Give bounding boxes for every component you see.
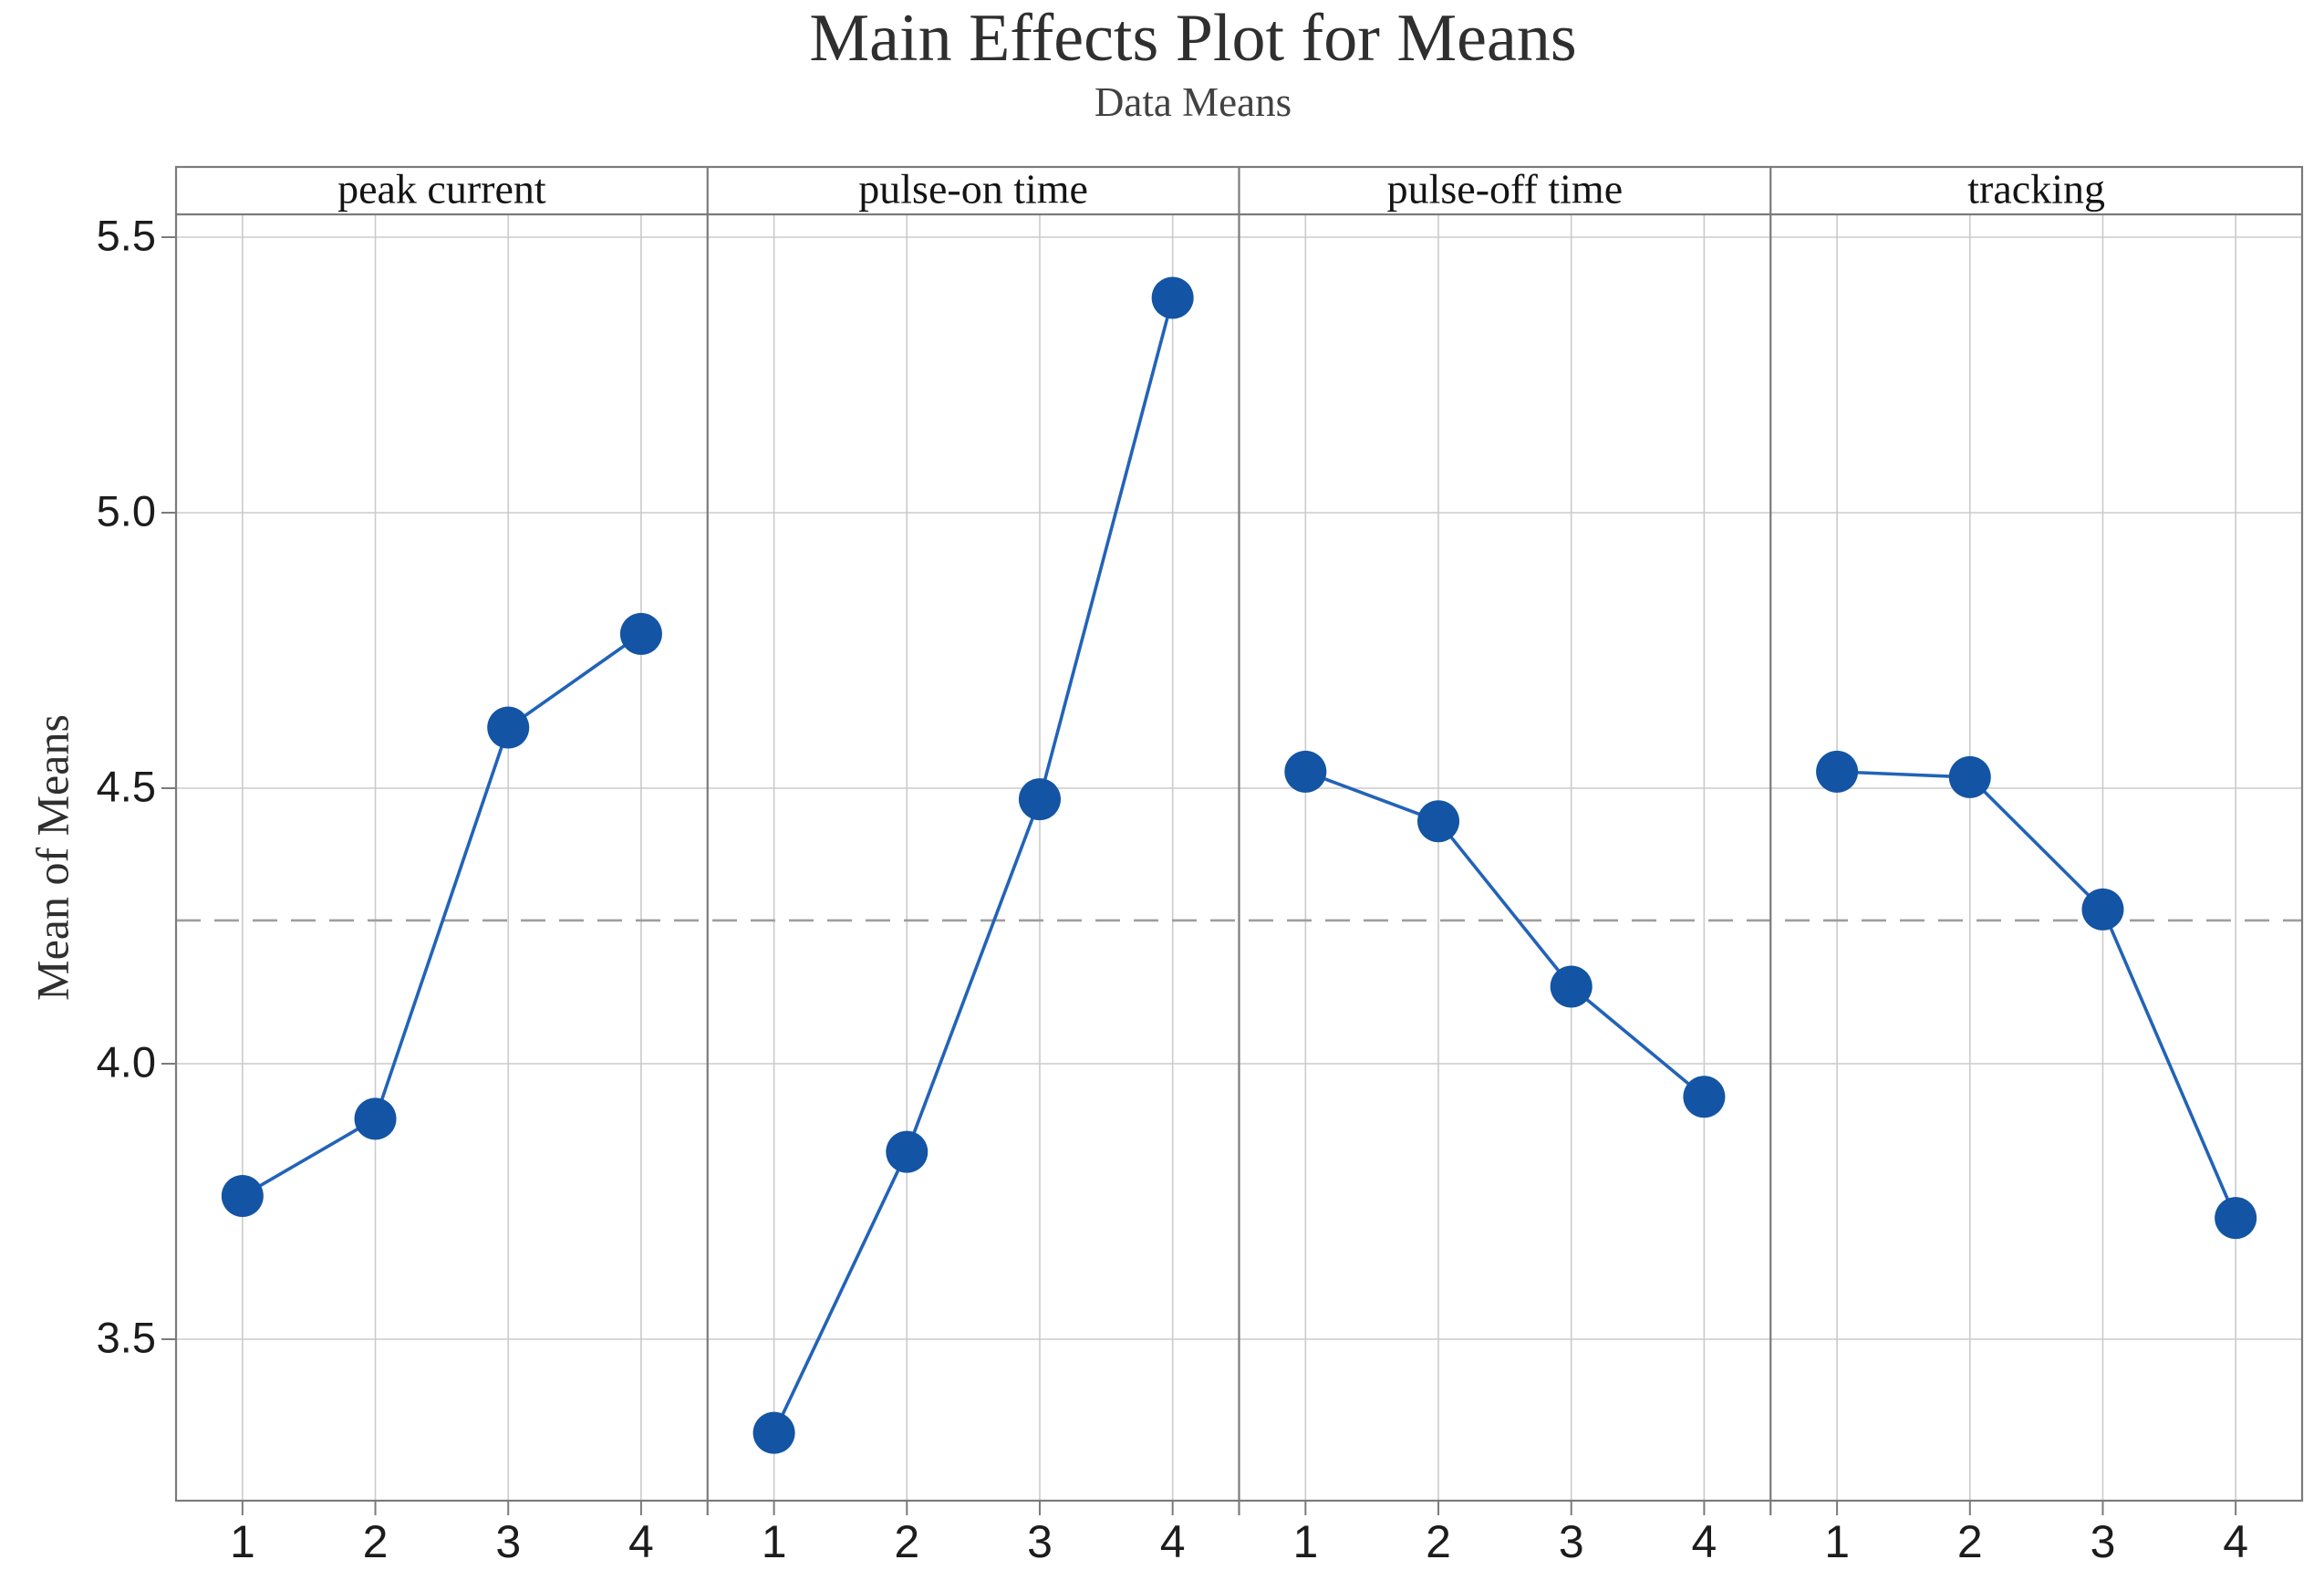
x-tick-label: 1 xyxy=(1824,1516,1850,1567)
panel-label: peak current xyxy=(337,166,546,213)
panel-label: pulse-off time xyxy=(1387,166,1623,213)
chart-subtitle: Data Means xyxy=(1094,79,1292,125)
y-tick-label: 3.5 xyxy=(97,1313,156,1361)
x-tick-label: 3 xyxy=(1027,1516,1053,1567)
panel-label: tracking xyxy=(1967,166,2105,213)
data-point xyxy=(886,1130,929,1173)
x-tick-label: 2 xyxy=(894,1516,919,1567)
data-point xyxy=(221,1174,264,1217)
panel-label: pulse-on time xyxy=(858,166,1088,213)
chart-title: Main Effects Plot for Means xyxy=(809,1,1577,76)
data-point xyxy=(1018,778,1061,821)
data-point xyxy=(1948,755,1991,798)
x-tick-label: 3 xyxy=(495,1516,521,1567)
x-tick-label: 1 xyxy=(762,1516,787,1567)
x-tick-label: 4 xyxy=(1160,1516,1186,1567)
data-point xyxy=(1816,750,1859,793)
x-tick-label: 2 xyxy=(1957,1516,1983,1567)
y-tick-label: 4.5 xyxy=(97,762,156,810)
y-tick-label: 5.0 xyxy=(97,486,156,535)
y-tick-label: 5.5 xyxy=(97,211,156,259)
y-axis-title: Mean of Means xyxy=(26,714,78,1001)
x-tick-label: 2 xyxy=(1426,1516,1451,1567)
x-tick-label: 1 xyxy=(230,1516,255,1567)
x-tick-label: 4 xyxy=(628,1516,654,1567)
data-point xyxy=(2081,888,2124,931)
data-point xyxy=(752,1411,795,1454)
series-line xyxy=(1304,770,1706,1098)
x-tick-label: 4 xyxy=(1692,1516,1717,1567)
data-point xyxy=(619,612,662,655)
plot-frame xyxy=(174,165,2304,1503)
data-point xyxy=(1550,965,1593,1008)
x-tick-label: 2 xyxy=(363,1516,389,1567)
series-line xyxy=(1837,770,2237,1219)
x-tick-label: 1 xyxy=(1292,1516,1318,1567)
x-tick-label: 3 xyxy=(1559,1516,1584,1567)
y-tick-label: 4.0 xyxy=(97,1037,156,1086)
series-line xyxy=(772,296,1175,1434)
data-point xyxy=(487,706,530,749)
data-point xyxy=(1284,750,1327,793)
x-tick-label: 3 xyxy=(2091,1516,2116,1567)
data-point xyxy=(2215,1197,2257,1240)
series-line xyxy=(241,632,642,1198)
x-tick-label: 4 xyxy=(2223,1516,2248,1567)
data-point xyxy=(1151,276,1194,319)
data-point xyxy=(354,1097,397,1140)
data-point xyxy=(1417,800,1460,843)
data-point xyxy=(1683,1076,1726,1118)
